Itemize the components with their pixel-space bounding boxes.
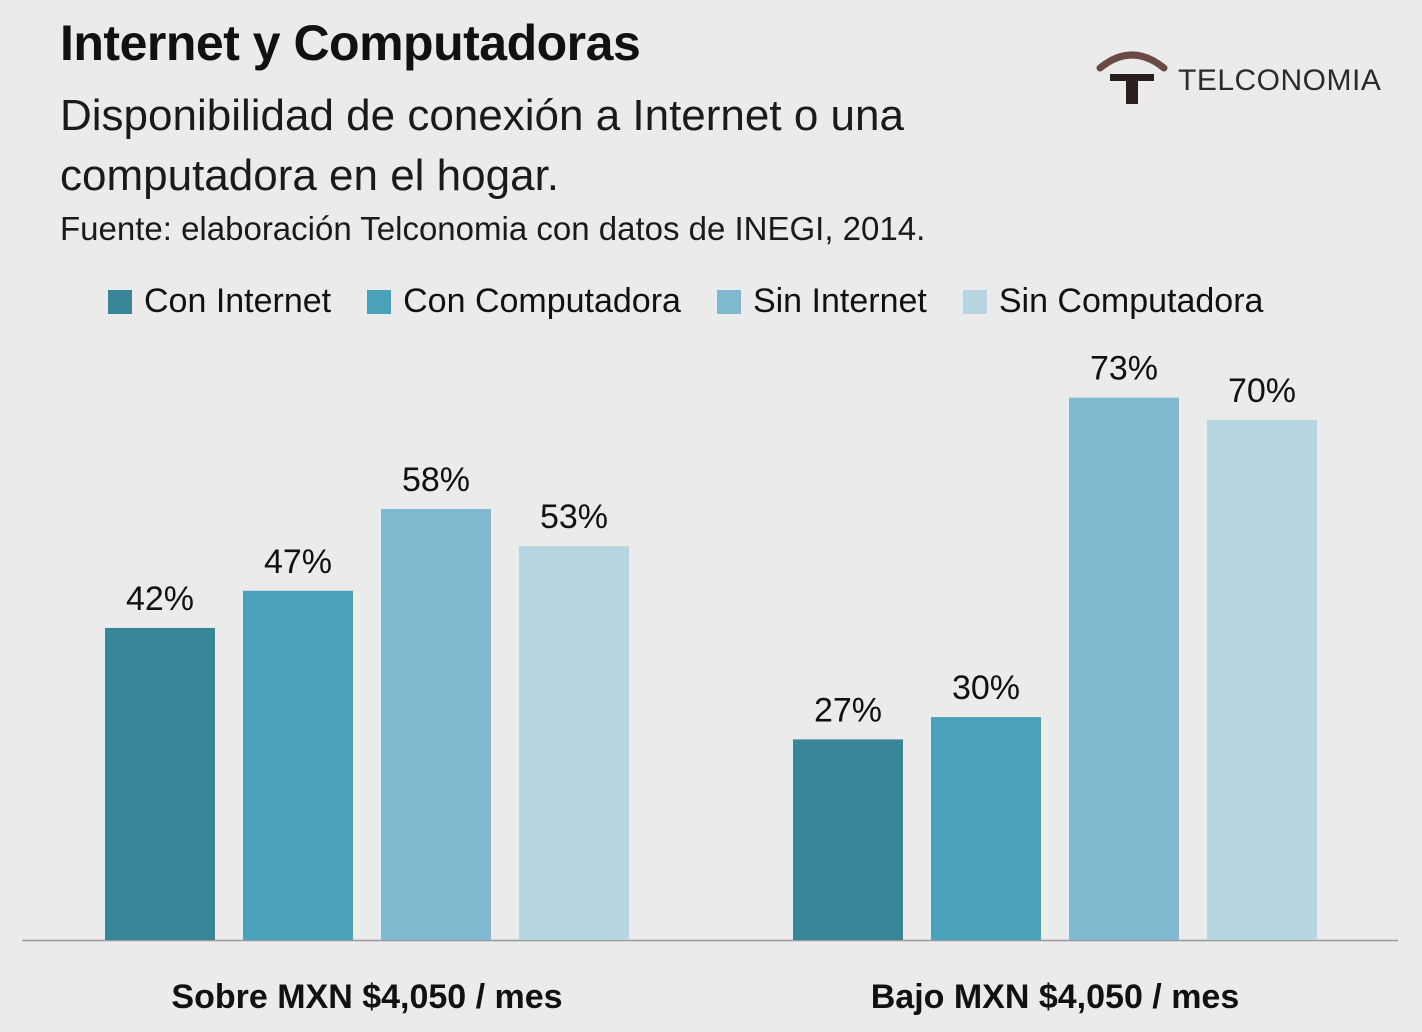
category-label: Bajo MXN $4,050 / mes [871,978,1240,1016]
bar-value-label: 42% [126,580,194,618]
bar [243,590,353,940]
bar [1207,419,1317,940]
bar [931,717,1041,940]
telconomia-logo: TELCONOMIA [1096,44,1381,108]
bar-value-label: 73% [1090,350,1158,388]
chart-source: Fuente: elaboración Telconomia con datos… [60,210,926,247]
category-label: Sobre MXN $4,050 / mes [171,978,562,1016]
bar-value-label: 70% [1228,372,1296,410]
legend-label: Con Computadora [403,282,681,320]
legend-item: Con Computadora [367,282,681,321]
bar-value-label: 47% [264,543,332,581]
bar-value-label: 58% [402,461,470,499]
legend-swatch [962,289,987,314]
bar [519,546,629,940]
bar [105,627,215,940]
legend-swatch [108,289,132,314]
chart-title: Internet y Computadoras [60,15,641,71]
legend-item: Sin Computadora [962,282,1264,321]
logo-wordmark: TELCONOMIA [1178,64,1382,97]
bar [793,739,903,940]
legend-swatch [367,289,392,314]
bar-value-label: 27% [814,691,882,729]
bar [1069,397,1179,940]
legend-swatch [716,289,741,314]
bar-value-label: 30% [952,669,1020,707]
telconomia-logo-icon [1096,51,1168,104]
legend-label: Sin Computadora [998,282,1264,320]
chart-subtitle: Disponibilidad de conexión a Internet o … [60,91,904,200]
chart-legend: Con Internet Con Computadora Sin Internet S… [108,282,1299,321]
legend-item: Con Internet [108,282,331,321]
legend-label: Sin Internet [752,282,927,320]
bar-value-label: 53% [540,498,608,536]
legend-item: Sin Internet [716,282,927,321]
legend-label: Con Internet [144,282,332,320]
bar [381,509,491,940]
